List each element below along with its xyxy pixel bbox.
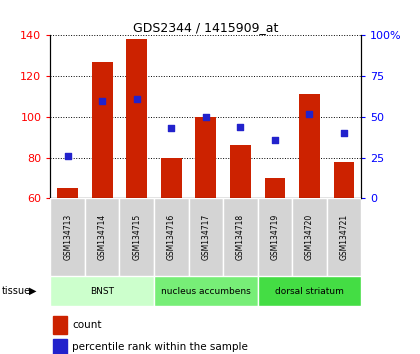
Text: GSM134716: GSM134716 [167, 214, 176, 260]
Point [271, 137, 278, 142]
Point [64, 153, 71, 159]
Bar [92, 62, 113, 198]
Bar [257, 198, 292, 276]
Bar [189, 198, 223, 276]
Bar [57, 188, 78, 198]
Bar [299, 95, 320, 198]
Text: GSM134721: GSM134721 [339, 214, 349, 260]
Point [99, 98, 105, 103]
Bar [50, 198, 85, 276]
Text: GSM134718: GSM134718 [236, 214, 245, 260]
Bar [223, 198, 257, 276]
Text: GSM134719: GSM134719 [270, 214, 279, 260]
Bar [154, 276, 257, 306]
Text: GSM134713: GSM134713 [63, 214, 72, 260]
Point [168, 125, 175, 131]
Bar [154, 198, 189, 276]
Text: dorsal striatum: dorsal striatum [275, 287, 344, 296]
Bar [333, 161, 354, 198]
Bar [50, 276, 154, 306]
Bar [53, 339, 67, 354]
Text: BNST: BNST [90, 287, 114, 296]
Bar [53, 316, 67, 333]
Bar [195, 117, 216, 198]
Text: nucleus accumbens: nucleus accumbens [161, 287, 251, 296]
Bar [119, 198, 154, 276]
Bar [257, 276, 361, 306]
Bar [230, 145, 251, 198]
Text: GSM134714: GSM134714 [98, 214, 107, 260]
Bar [265, 178, 285, 198]
Text: GSM134715: GSM134715 [132, 214, 141, 260]
Text: ▶: ▶ [29, 286, 36, 296]
Point [237, 124, 244, 130]
Text: tissue: tissue [2, 286, 31, 296]
Point [341, 130, 347, 136]
Point [134, 96, 140, 102]
Bar [85, 198, 119, 276]
Bar [126, 40, 147, 198]
Bar [161, 158, 181, 198]
Bar [292, 198, 327, 276]
Point [202, 114, 209, 120]
Text: count: count [72, 320, 102, 330]
Text: GSM134717: GSM134717 [201, 214, 210, 260]
Point [306, 111, 313, 116]
Bar [327, 198, 361, 276]
Text: percentile rank within the sample: percentile rank within the sample [72, 342, 248, 353]
Title: GDS2344 / 1415909_at: GDS2344 / 1415909_at [133, 21, 278, 34]
Text: GSM134720: GSM134720 [305, 214, 314, 260]
